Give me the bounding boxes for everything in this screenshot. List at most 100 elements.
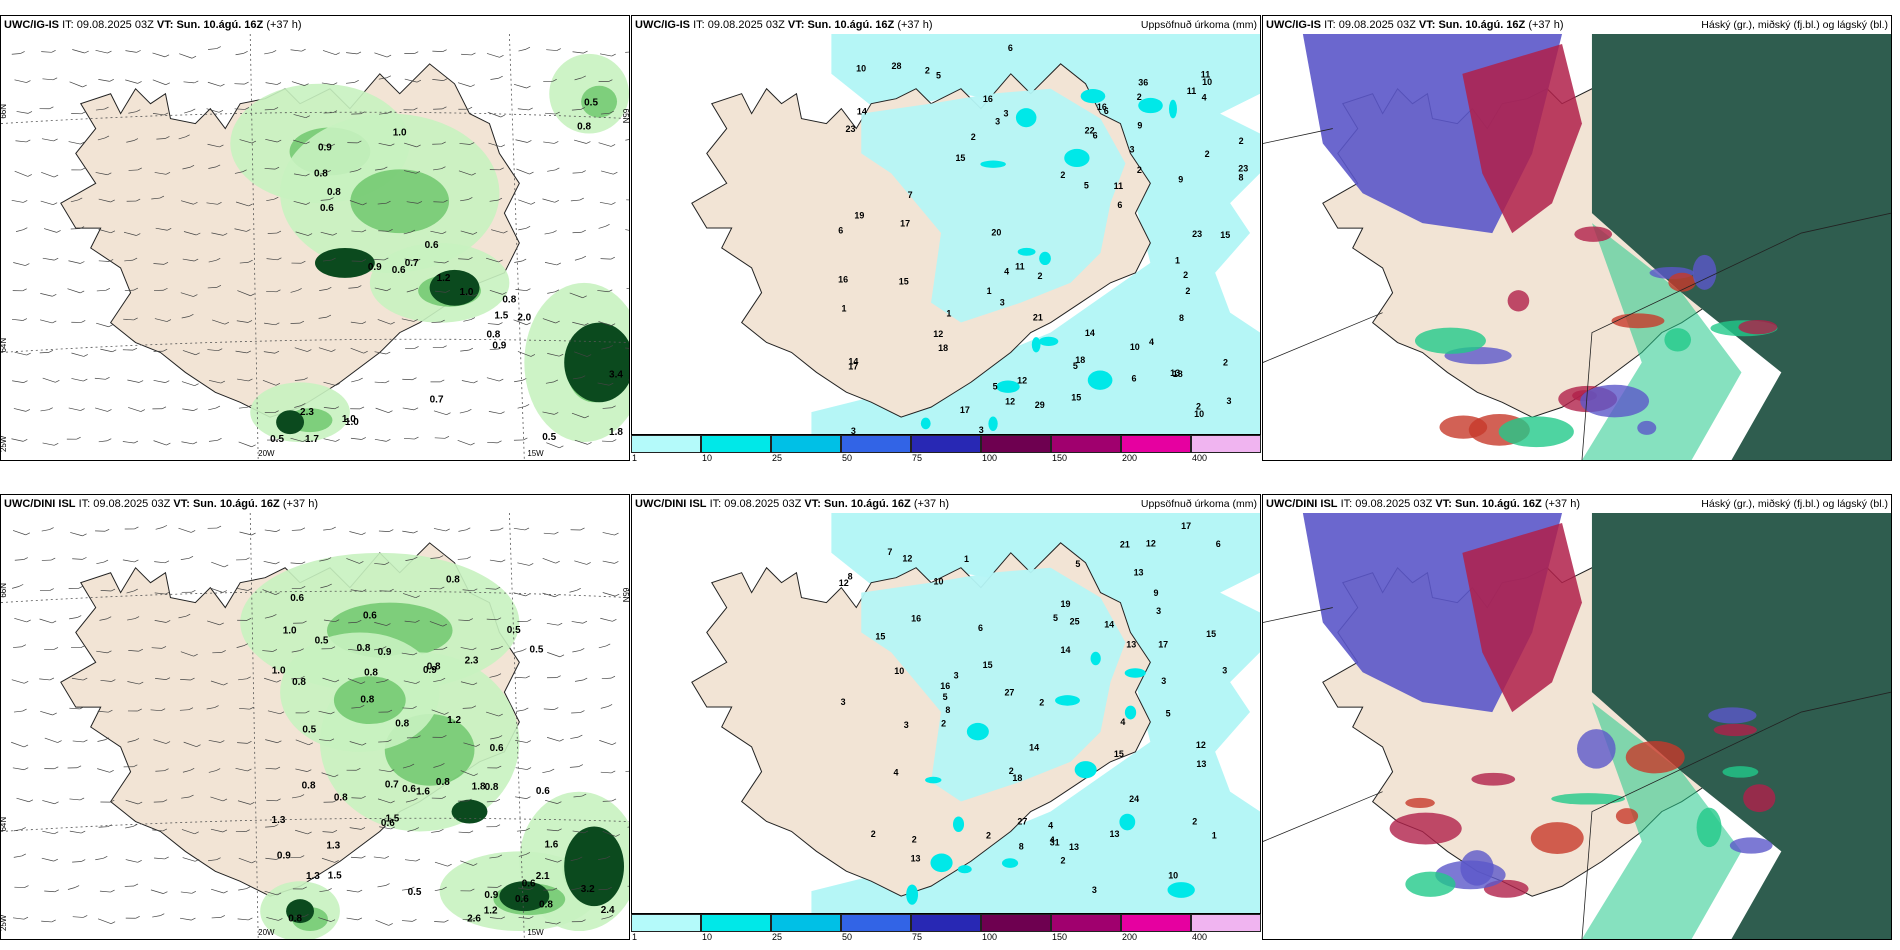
wind-barb-flag	[495, 824, 501, 828]
wind-barb	[69, 830, 82, 834]
lead-time: (+37 h)	[266, 19, 302, 31]
wind-barb	[514, 380, 523, 383]
wind-barb	[320, 199, 330, 201]
wind-barb-flag	[78, 586, 83, 589]
wind-barb-flag	[497, 197, 503, 201]
wind-barb	[515, 139, 528, 143]
precip-map[interactable]: 2663141523172210121110178211113752326841…	[632, 34, 1260, 434]
wind-barb	[267, 710, 281, 715]
wind-barb-flag	[21, 853, 27, 857]
wind-barb	[16, 111, 29, 114]
wind-value: 0.8	[486, 330, 500, 341]
precip-value: 16	[1097, 102, 1107, 112]
model-name: UWC/DINI ISL	[635, 498, 707, 510]
precip-value: 14	[1104, 620, 1114, 630]
wind-barb	[434, 921, 445, 923]
wind-barb	[403, 142, 417, 148]
wind-barb-flag	[415, 595, 420, 598]
wind-barb-flag	[497, 765, 502, 769]
wind-barb-flag	[522, 378, 527, 381]
wind-barb-flag	[196, 744, 201, 747]
wind-barb-flag	[134, 738, 140, 741]
wind-barb-flag	[274, 410, 279, 414]
legend-swatch	[981, 914, 1051, 932]
cloud-map[interactable]	[1263, 513, 1891, 939]
cloud-patch	[1405, 871, 1456, 897]
wind-barb-flag	[363, 350, 368, 354]
wind-value: 1.0	[460, 287, 474, 298]
wind-barb-flag	[133, 588, 138, 592]
wind-barb	[574, 679, 584, 682]
wind-barb	[70, 532, 83, 537]
wind-barb	[351, 230, 363, 233]
wind-barb	[321, 82, 334, 86]
wind-barb	[405, 558, 414, 561]
wind-barb	[265, 767, 277, 770]
precip-value: 13	[1069, 842, 1079, 852]
wind-barb	[13, 262, 26, 266]
wind-barb-flag	[332, 232, 337, 236]
wind-barb-flag	[28, 799, 34, 803]
wind-map[interactable]: 66N 64N 25W 20W 15W 65N 0.5 0.8 1.0 0.9 0.8 0.8 0.6 0…	[1, 34, 629, 460]
wind-barb-flag	[307, 233, 313, 236]
wind-barb-flag	[80, 408, 85, 411]
wind-barb-flag	[500, 916, 506, 920]
wind-barb-flag	[218, 110, 224, 113]
valid-time: Sun. 10.ágú. 16Z	[807, 19, 895, 31]
wind-barb-flag	[276, 892, 282, 896]
wind-barb-flag	[361, 855, 366, 859]
legend-swatch	[981, 435, 1051, 453]
wind-barb-flag	[247, 588, 252, 591]
wind-value: 0.9	[368, 262, 382, 273]
wind-barb	[602, 407, 612, 409]
wind-barb-flag	[109, 259, 114, 262]
legend-label: 100	[982, 932, 998, 942]
wind-barb-flag	[412, 652, 418, 656]
wind-barb	[127, 618, 136, 621]
wind-barb	[207, 81, 221, 87]
cloud-map[interactable]	[1263, 34, 1891, 460]
wind-value: 0.9	[484, 890, 498, 901]
wind-barb-flag	[526, 288, 531, 292]
wind-barb	[546, 829, 558, 832]
wind-barb	[374, 381, 386, 384]
wind-barb-flag	[247, 741, 252, 744]
precip-value: 15	[1114, 749, 1124, 759]
wind-barb-flag	[192, 441, 198, 445]
wind-barb	[210, 796, 224, 802]
precip-value: 6	[1131, 374, 1136, 384]
wind-barb	[434, 290, 446, 293]
wind-barb	[571, 621, 584, 624]
wind-barb	[573, 139, 587, 144]
cloud-patch	[1692, 254, 1717, 290]
wind-map[interactable]: 66N 64N 25W 20W 15W 65N 0.5 0.6 0.8 0.6 0.8 0.8 0.6 1…	[1, 513, 629, 939]
wind-barb-flag	[555, 167, 560, 171]
wind-barb-flag	[222, 590, 227, 593]
wind-barb-flag	[110, 588, 116, 592]
wind-barb-flag	[133, 883, 139, 887]
wind-barb	[376, 680, 385, 683]
wind-barb-flag	[473, 863, 478, 866]
wind-barb-flag	[244, 81, 249, 85]
wind-barb	[432, 79, 444, 81]
wind-barb-flag	[611, 53, 616, 57]
wind-barb-flag	[135, 915, 140, 919]
wind-barb	[516, 709, 525, 712]
precip-value: 1	[1212, 831, 1217, 841]
wind-barb	[98, 229, 112, 234]
wind-barb-flag	[559, 445, 564, 449]
wind-barb-flag	[185, 134, 190, 138]
precip-cell	[1064, 148, 1090, 168]
wind-barb	[181, 796, 190, 799]
wind-barb	[68, 407, 81, 411]
wind-barb-flag	[471, 172, 476, 176]
precip-map[interactable]: 3 6 6 3 14 12 27 16 2 10 8 8 13 7 5 4 12 8 5 3 31 2 4 2 4 2 1 3 4 21 1…	[632, 513, 1260, 913]
wind-barb-flag	[466, 527, 471, 531]
wind-barb-flag	[25, 409, 31, 412]
wind-barb	[291, 529, 301, 531]
wind-barb-flag	[582, 620, 588, 624]
wind-barb	[318, 917, 332, 922]
legend-swatch	[631, 914, 701, 932]
precip-cell	[930, 853, 953, 873]
panel-header: UWC/DINI ISL IT: 09.08.2025 03Z VT: Sun.…	[1, 495, 629, 513]
